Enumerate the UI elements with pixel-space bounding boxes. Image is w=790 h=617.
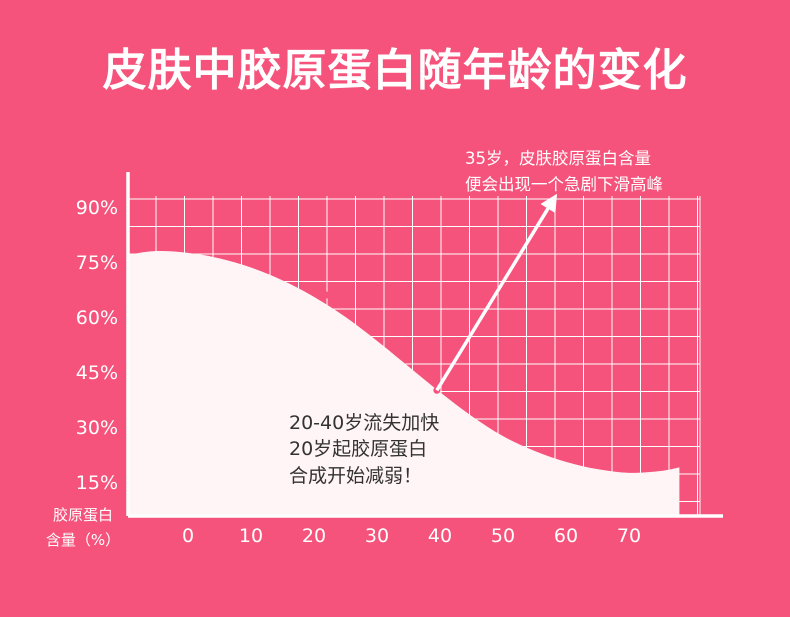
x-tick-label: 70 — [617, 525, 641, 547]
y-axis-label-line1: 胶原蛋白 — [53, 506, 113, 524]
x-tick-label: 10 — [239, 525, 263, 547]
x-tick-label: 0 — [182, 525, 194, 547]
x-tick-label: 20 — [302, 525, 326, 547]
curve-marker — [323, 291, 331, 299]
annotation-line1: 35岁，皮肤胶原蛋白含量 — [465, 149, 651, 168]
y-tick-label: 30% — [76, 417, 118, 439]
y-tick-label: 90% — [76, 197, 118, 219]
x-tick-label: 60 — [554, 525, 578, 547]
callout-line1: 20-40岁流失加快 — [289, 412, 439, 434]
page-title: 皮肤中胶原蛋白随年龄的变化 — [102, 45, 688, 96]
x-tick-label: 30 — [365, 525, 389, 547]
trend-arrow — [435, 193, 558, 392]
collagen-area — [128, 250, 680, 516]
callout-line2: 20岁起胶原蛋白 — [289, 438, 427, 460]
annotation-line2: 便会出现一个急剧下滑高峰 — [465, 175, 663, 194]
x-tick-label: 40 — [428, 525, 452, 547]
y-tick-label: 45% — [76, 362, 118, 384]
y-axis-label-line2: 含量（%） — [46, 531, 120, 549]
y-tick-label: 15% — [76, 472, 118, 494]
curve-marker — [461, 401, 469, 409]
y-tick-label: 75% — [76, 252, 118, 274]
y-tick-label: 60% — [76, 307, 118, 329]
callout-line3: 合成开始减弱！ — [289, 465, 422, 487]
x-tick-label: 50 — [491, 525, 515, 547]
